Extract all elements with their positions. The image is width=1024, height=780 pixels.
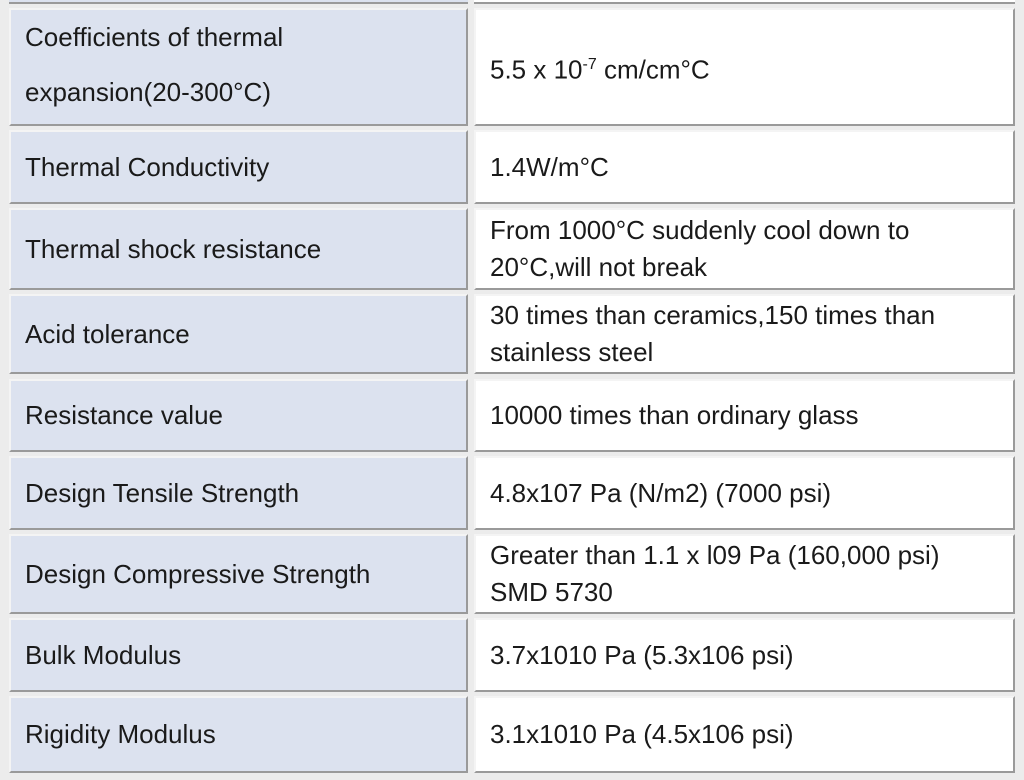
cell-line: 1.4W/m°C [490,151,609,182]
cell-line: Thermal Conductivity [25,151,270,182]
value-cell: 3.7x1010 Pa (5.3x106 psi) [474,618,1015,692]
value-cell: 4.8x107 Pa (N/m2) (7000 psi) [474,456,1015,530]
property-cell: Design Tensile Strength [9,456,468,530]
property-cell: Resistance value [9,379,468,452]
cell-line: SMD 5730 [490,577,613,607]
cell-line: Acid tolerance [25,318,190,349]
cell-line: Thermal shock resistance [25,233,322,264]
text-span: cm/cm°C [596,54,710,85]
text-span: 5.5 x 10 [490,54,583,85]
cell-line: 4.8x107 Pa (N/m2) (7000 psi) [490,477,832,508]
cell-line: 10000 times than ordinary glass [490,400,859,430]
value-cell: 3.1x1010 Pa (4.5x106 psi) [474,696,1015,773]
value-cell: 30 times than ceramics,150 times than sta… [474,294,1015,374]
cell-line: Resistance value [25,400,223,430]
cell-line: 3.7x1010 Pa (5.3x106 psi) [490,639,794,670]
cell-line: 30 times than ceramics,150 times than [490,300,936,330]
cell-line: From 1000°C suddenly cool down to [490,215,910,245]
value-cell: 5.5 x 10-7 cm/cm°C [474,8,1015,126]
cell-line: expansion(20-300°C) [25,77,271,107]
value-cell: 1.4W/m°C [474,130,1015,204]
cell-line: Rigidity Modulus [25,719,216,749]
cell-line: Greater than 1.1 x l09 Pa (160,000 psi) [490,540,940,570]
property-cell: Thermal shock resistance [9,208,468,290]
cell-line: Coefficients of thermal [25,22,284,52]
value-cell: From 1000°C suddenly cool down to 20°C,wi… [474,208,1015,290]
property-cell: Design Compressive Strength [9,534,468,614]
cell-line: 20°C,will not break [490,252,708,282]
cell-edge [9,0,468,4]
superscript: -7 [582,55,597,73]
value-cell: 10000 times than ordinary glass [474,379,1015,452]
cell-edge [474,0,1015,4]
property-cell: Acid tolerance [9,294,468,374]
property-cell: Thermal Conductivity [9,130,468,204]
cell-line: stainless steel [490,337,654,367]
property-cell: Rigidity Modulus [9,696,468,773]
cell-line: Design Tensile Strength [25,477,300,508]
cell-line: Bulk Modulus [25,639,182,670]
cell-line: 5.5 x 10-7 cm/cm°C [490,46,1013,89]
value-cell: Greater than 1.1 x l09 Pa (160,000 psi) S… [474,534,1015,614]
property-cell: Bulk Modulus [9,618,468,692]
property-cell: Coefficients of thermal expansion(20-300°… [9,8,468,126]
cell-line: Design Compressive Strength [25,558,371,589]
cell-line: 3.1x1010 Pa (4.5x106 psi) [490,719,794,749]
